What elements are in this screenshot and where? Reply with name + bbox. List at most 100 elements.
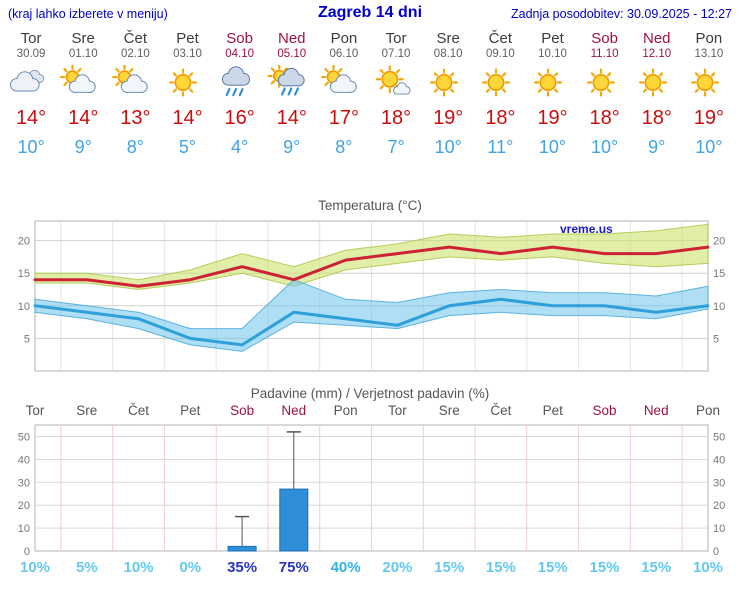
low-temp: 5° [178,137,197,157]
weather-icon-sunny [161,65,213,105]
svg-text:15%: 15% [589,559,619,576]
precipitation-chart-title: Padavine (mm) / Verjetnost padavin (%) [250,386,490,401]
low-temp: 10° [591,137,619,157]
svg-text:15%: 15% [641,559,671,576]
svg-text:Sre: Sre [76,403,97,418]
low-temp: 9° [74,137,92,157]
svg-text:30: 30 [713,477,725,489]
svg-text:10%: 10% [123,559,153,576]
day-column-sob-04-10[interactable]: Sob 04.10 16° 4° [214,28,266,158]
svg-text:Tor: Tor [26,403,45,418]
high-temp: 14° [172,107,203,129]
day-name: Sob [226,30,253,47]
svg-text:20: 20 [18,236,30,248]
day-column-sre-08-10[interactable]: Sre 08.10 19° 10° [422,28,474,158]
day-name: Čet [488,30,512,47]
high-temp: 16° [224,107,255,129]
low-temp: 10° [17,137,45,157]
svg-text:10: 10 [18,523,30,535]
svg-text:vreme.us: vreme.us [560,222,613,236]
day-column-pet-10-10[interactable]: Pet 10.10 19° 10° [526,28,578,158]
weather-icon-sunny [422,65,474,105]
svg-text:Sre: Sre [439,403,460,418]
low-temp: 4° [231,137,249,157]
svg-text:50: 50 [713,432,725,444]
svg-text:10: 10 [18,301,30,313]
day-column-čet-02-10[interactable]: Čet 02.10 13° 8° [109,28,161,158]
svg-text:50: 50 [18,432,30,444]
svg-text:Pon: Pon [696,403,720,418]
day-name: Sre [436,30,460,47]
day-column-čet-09-10[interactable]: Čet 09.10 18° 11° [474,28,526,158]
svg-text:Ned: Ned [281,403,306,418]
header: (kraj lahko izberete v meniju) Zagreb 14… [0,0,740,24]
weather-icon-mostly-sunny [370,65,422,105]
forecast-days-row: Tor 30.09 14° 10° Sre 01.10 14° 9° Čet 02.10 13° 8°… [0,24,740,158]
day-column-pon-13-10[interactable]: Pon 13.10 19° 10° [683,28,735,158]
svg-text:15%: 15% [538,559,568,576]
day-name: Tor [385,30,407,47]
day-column-tor-30-09[interactable]: Tor 30.09 14° 10° [5,28,57,158]
day-date: 08.10 [433,48,463,60]
temperature-chart: 5 5 10 10 15 15 20 20 vreme.us [18,220,725,372]
weather-icon-partly [318,65,370,105]
day-date: 02.10 [120,48,150,60]
temperature-chart-title: Temperatura (°C) [318,198,422,213]
day-name: Pon [695,30,723,47]
high-temp: 17° [328,107,360,129]
svg-text:20: 20 [713,500,725,512]
day-name: Čet [123,30,148,47]
svg-text:20%: 20% [382,559,412,576]
day-column-pon-06-10[interactable]: Pon 06.10 17° 8° [318,28,370,158]
svg-text:0%: 0% [179,559,201,576]
weather-icon-sunny [579,65,631,105]
day-name: Tor [20,30,42,47]
day-column-ned-12-10[interactable]: Ned 12.10 18° 9° [631,28,683,158]
day-column-tor-07-10[interactable]: Tor 07.10 18° 7° [370,28,422,158]
high-temp: 13° [120,107,151,129]
svg-text:Tor: Tor [388,403,407,418]
svg-text:35%: 35% [227,559,257,576]
weather-icon-rain [214,65,266,105]
weather-icon-sunny [474,65,526,105]
svg-text:40: 40 [713,454,725,466]
weather-icon-rain-sun [266,65,318,105]
svg-text:5%: 5% [76,559,98,576]
low-temp: 10° [695,137,723,157]
low-temp: 10° [538,137,567,157]
svg-text:Sob: Sob [230,403,254,418]
day-name: Sre [71,30,95,47]
svg-text:10%: 10% [693,559,723,576]
svg-text:30: 30 [18,477,30,489]
day-date: 04.10 [225,48,255,60]
weather-icon-sunny [683,65,735,105]
day-date: 07.10 [381,48,411,60]
low-temp: 9° [283,137,301,157]
day-date: 05.10 [277,48,307,60]
svg-text:Pon: Pon [334,403,358,418]
weather-icon-sunny [631,65,683,105]
svg-text:Ned: Ned [644,403,669,418]
svg-text:10%: 10% [20,559,50,576]
svg-text:75%: 75% [279,559,309,576]
day-column-sob-11-10[interactable]: Sob 11.10 18° 10° [579,28,631,158]
day-name: Ned [642,30,671,47]
day-column-ned-05-10[interactable]: Ned 05.10 14° 9° [266,28,318,158]
day-name: Pet [176,30,199,47]
high-temp: 14° [276,107,307,129]
weather-icon-cloudy [5,65,57,105]
low-temp: 9° [648,137,666,157]
low-temp: 8° [126,137,144,157]
svg-text:15: 15 [18,268,30,280]
svg-text:Čet: Čet [490,403,511,418]
day-date: 10.10 [538,48,567,60]
day-date: 06.10 [329,48,359,60]
low-temp: 10° [434,137,462,157]
low-temp: 8° [335,137,353,157]
svg-text:20: 20 [713,236,725,248]
high-temp: 18° [641,107,672,129]
day-column-sre-01-10[interactable]: Sre 01.10 14° 9° [57,28,109,158]
weather-icon-partly [57,65,109,105]
day-column-pet-03-10[interactable]: Pet 03.10 14° 5° [161,28,213,158]
high-temp: 18° [380,107,412,129]
